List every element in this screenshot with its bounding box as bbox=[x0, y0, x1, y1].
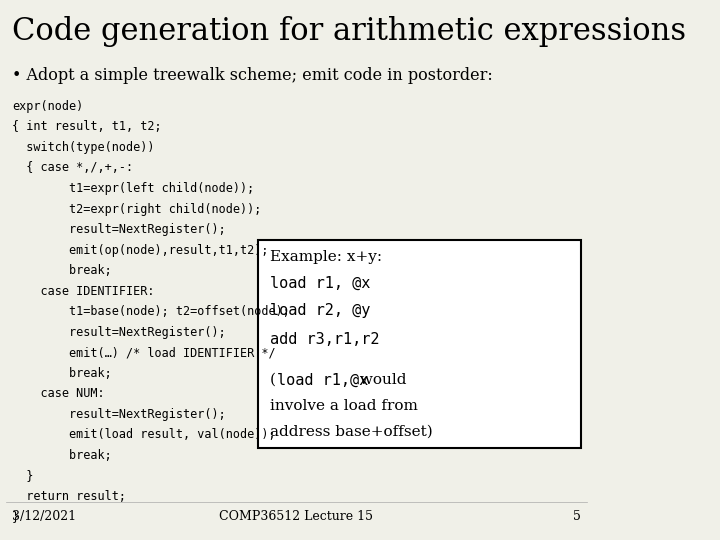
Text: emit(…) /* load IDENTIFIER */: emit(…) /* load IDENTIFIER */ bbox=[12, 346, 276, 359]
Text: expr(node): expr(node) bbox=[12, 100, 83, 113]
Text: t1=expr(left child(node));: t1=expr(left child(node)); bbox=[12, 182, 254, 195]
Text: result=NextRegister();: result=NextRegister(); bbox=[12, 223, 225, 236]
Text: involve a load from: involve a load from bbox=[270, 399, 418, 413]
Text: 5: 5 bbox=[573, 510, 581, 523]
Text: }: } bbox=[12, 469, 33, 482]
Text: Code generation for arithmetic expressions: Code generation for arithmetic expressio… bbox=[12, 16, 686, 47]
FancyBboxPatch shape bbox=[258, 240, 581, 448]
Text: break;: break; bbox=[12, 367, 112, 380]
Text: • Adopt a simple treewalk scheme; emit code in postorder:: • Adopt a simple treewalk scheme; emit c… bbox=[12, 68, 492, 84]
Text: case NUM:: case NUM: bbox=[12, 387, 104, 400]
Text: load r1,@x: load r1,@x bbox=[277, 373, 368, 388]
Text: COMP36512 Lecture 15: COMP36512 Lecture 15 bbox=[220, 510, 374, 523]
Text: }: } bbox=[12, 510, 19, 523]
Text: load r1, @x: load r1, @x bbox=[270, 275, 370, 291]
Text: emit(load result, val(node));: emit(load result, val(node)); bbox=[12, 428, 276, 441]
Text: { case *,/,+,-:: { case *,/,+,-: bbox=[12, 161, 133, 174]
Text: 3/12/2021: 3/12/2021 bbox=[12, 510, 76, 523]
Text: address base+offset): address base+offset) bbox=[270, 424, 433, 438]
Text: (: ( bbox=[270, 373, 276, 387]
Text: return result;: return result; bbox=[12, 490, 126, 503]
Text: result=NextRegister();: result=NextRegister(); bbox=[12, 326, 225, 339]
Text: switch(type(node)): switch(type(node)) bbox=[12, 141, 154, 154]
Text: result=NextRegister();: result=NextRegister(); bbox=[12, 408, 225, 421]
Text: case IDENTIFIER:: case IDENTIFIER: bbox=[12, 285, 154, 298]
Text: t1=base(node); t2=offset(node);: t1=base(node); t2=offset(node); bbox=[12, 305, 289, 318]
Text: t2=expr(right child(node));: t2=expr(right child(node)); bbox=[12, 202, 261, 215]
Text: add r3,r1,r2: add r3,r1,r2 bbox=[270, 332, 379, 347]
Text: would: would bbox=[356, 373, 407, 387]
Text: load r2, @y: load r2, @y bbox=[270, 303, 370, 319]
Text: break;: break; bbox=[12, 264, 112, 277]
Text: emit(op(node),result,t1,t2);: emit(op(node),result,t1,t2); bbox=[12, 244, 269, 256]
Text: break;: break; bbox=[12, 449, 112, 462]
Text: Example: x+y:: Example: x+y: bbox=[270, 250, 382, 264]
Text: { int result, t1, t2;: { int result, t1, t2; bbox=[12, 120, 161, 133]
